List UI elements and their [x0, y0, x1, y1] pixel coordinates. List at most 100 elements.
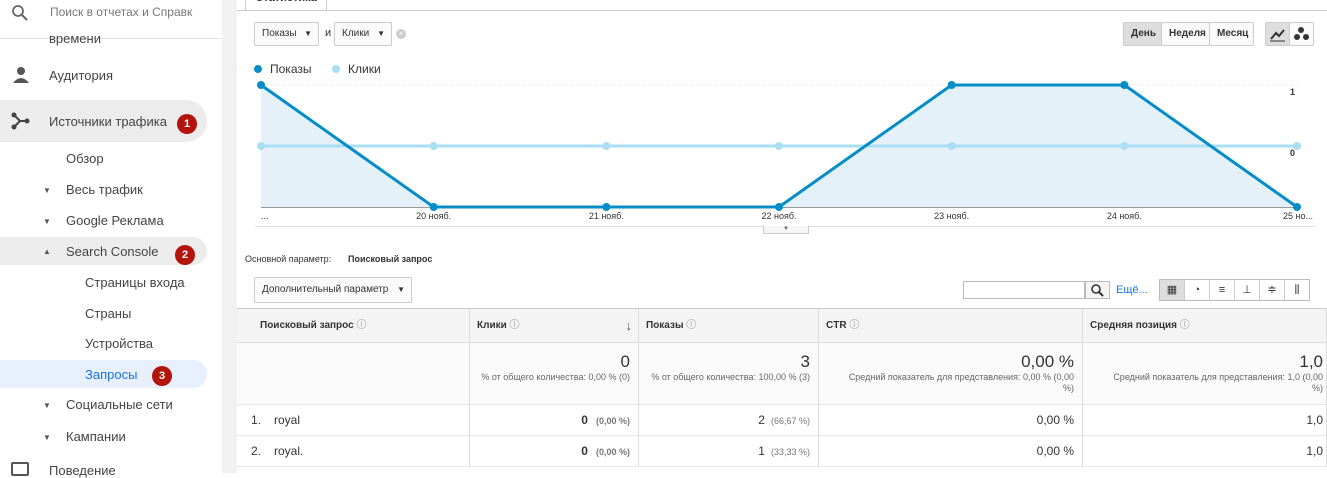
query-link[interactable]: royal: [274, 413, 301, 427]
tab[interactable]: Статистика: [245, 0, 327, 11]
row-index: 2.: [251, 444, 262, 458]
metric-dropdown[interactable]: Показы ▼: [254, 22, 319, 46]
view-switcher: ▦ ◔ ≡ ⊥ ≑ ⫼: [1159, 279, 1310, 301]
cell-percent: (0,00 %): [595, 416, 630, 426]
cell-percent: (66,67 %): [770, 416, 810, 426]
nav-item[interactable]: Страницы входа: [85, 275, 185, 290]
cell-value: 0: [581, 444, 588, 458]
nav-item[interactable]: Страны: [85, 306, 132, 321]
nav-highlight: [0, 237, 207, 265]
search-box[interactable]: Поиск в отчетах и Справк: [0, 0, 222, 39]
chart-resize-handle[interactable]: ▼: [763, 226, 809, 234]
view-table[interactable]: ▦: [1160, 280, 1185, 300]
y2-tick-label: 1: [1290, 87, 1295, 97]
point: [1120, 142, 1129, 150]
period-button[interactable]: Неделя: [1161, 22, 1210, 46]
row-index: 1.: [251, 413, 262, 427]
view-performance[interactable]: ≡: [1210, 280, 1235, 300]
totals-cell: [237, 343, 470, 405]
query-link[interactable]: royal.: [274, 444, 304, 458]
column-header[interactable]: Средняя позиция ⓘ: [1083, 309, 1327, 343]
nav-item[interactable]: Кампании: [66, 429, 126, 444]
nav-item[interactable]: Search Console: [66, 244, 159, 259]
x-tick-label: 25 но...: [1283, 211, 1313, 221]
view-terms[interactable]: ≑: [1260, 280, 1285, 300]
label: Средняя позиция: [1090, 320, 1177, 331]
dimension-label: Основной параметр:: [245, 254, 332, 264]
legend-marker: [254, 65, 262, 73]
metric-label: Клики: [342, 28, 370, 39]
area: [261, 85, 1297, 207]
nav-highlight: [0, 100, 207, 142]
audience-icon: [13, 67, 29, 83]
point: [1120, 81, 1129, 89]
nav-item[interactable]: Поведение: [49, 463, 116, 478]
x-tick-label: 20 нояб.: [416, 211, 451, 221]
nav-item[interactable]: Google Реклама: [66, 213, 164, 228]
nav-item[interactable]: Обзор: [66, 151, 104, 166]
column-header[interactable]: CTR ⓘ: [819, 309, 1083, 343]
nav-item[interactable]: времени: [49, 31, 101, 46]
nav-item[interactable]: Устройства: [85, 336, 154, 351]
point: [429, 142, 438, 150]
view-pivot[interactable]: ⫼: [1294, 284, 1300, 296]
total-note: Средний показатель для представления: 0,…: [848, 372, 1074, 393]
point: [602, 142, 611, 150]
row-cell: 2. royal.: [237, 436, 470, 467]
total-value: 0: [620, 352, 630, 371]
point: [1293, 142, 1301, 150]
totals-cell: 1,0 Средний показатель для представления:…: [1083, 343, 1327, 405]
column-header[interactable]: Клики ⓘ ↓: [470, 309, 639, 343]
legend-label: Клики: [348, 62, 381, 76]
x-tick-label: 22 нояб.: [761, 211, 796, 221]
row-cell: 0,00 %: [819, 436, 1083, 467]
secondary-dimension-label: Дополнительный параметр: [262, 284, 389, 295]
dimension-value[interactable]: Поисковый запрос: [348, 254, 433, 264]
point: [947, 142, 956, 150]
x-tick-label: 21 нояб.: [589, 211, 624, 221]
label: Поисковый запрос: [260, 320, 354, 331]
nav-item[interactable]: Весь трафик: [66, 182, 143, 197]
view-pie[interactable]: ◔: [1185, 280, 1210, 300]
row-cell: 1. royal: [237, 405, 470, 436]
metric-dropdown[interactable]: Клики ▼: [334, 22, 392, 46]
point: [602, 203, 611, 211]
conjunction: и: [325, 27, 332, 39]
point: [775, 142, 783, 150]
nav-item[interactable]: Аудитория: [49, 68, 114, 83]
column-header[interactable]: Поисковый запрос ⓘ: [237, 309, 470, 343]
view-comparison[interactable]: ⊥: [1235, 280, 1260, 300]
period-button[interactable]: Месяц: [1209, 22, 1254, 46]
label: Показы: [646, 320, 684, 331]
search-placeholder: Поиск в отчетах и Справк: [50, 5, 193, 19]
nav-item[interactable]: Источники трафика: [49, 114, 167, 129]
nav-item[interactable]: Запросы: [85, 367, 138, 382]
label: CTR: [826, 320, 847, 331]
totals-cell: 0% от общего количества: 0,00 % (0): [470, 343, 639, 405]
table-search-button[interactable]: [1085, 281, 1110, 299]
remove-metric[interactable]: ×: [396, 29, 406, 39]
chart-type-button[interactable]: [1265, 22, 1290, 46]
legend-marker: [332, 65, 340, 73]
more-link[interactable]: Ещё...: [1116, 284, 1148, 296]
column-header[interactable]: Показы ⓘ: [639, 309, 819, 343]
x-tick-label: ...: [261, 211, 269, 221]
total-value: 0,00 %: [1021, 352, 1074, 371]
row-cell: 2 (66,67 %): [639, 405, 819, 436]
total-value: 3: [800, 352, 810, 371]
secondary-dimension[interactable]: Дополнительный параметр ▼: [254, 277, 412, 303]
row-cell: 0 (0,00 %): [470, 436, 639, 467]
x-tick-label: 23 нояб.: [934, 211, 969, 221]
table-search-input[interactable]: [963, 281, 1085, 299]
nav-active: [0, 360, 207, 388]
chart-type-button[interactable]: [1289, 22, 1314, 46]
cell-value: 2: [758, 413, 765, 427]
totals-cell: 3% от общего количества: 100,00 % (3): [639, 343, 819, 405]
sidebar: Поиск в отчетах и Справк времени Аудитор…: [0, 0, 222, 478]
nav-item[interactable]: Социальные сети: [66, 397, 173, 412]
row-cell: 0 (0,00 %): [470, 405, 639, 436]
point: [1293, 203, 1301, 211]
row-cell: 1,0: [1083, 436, 1327, 467]
